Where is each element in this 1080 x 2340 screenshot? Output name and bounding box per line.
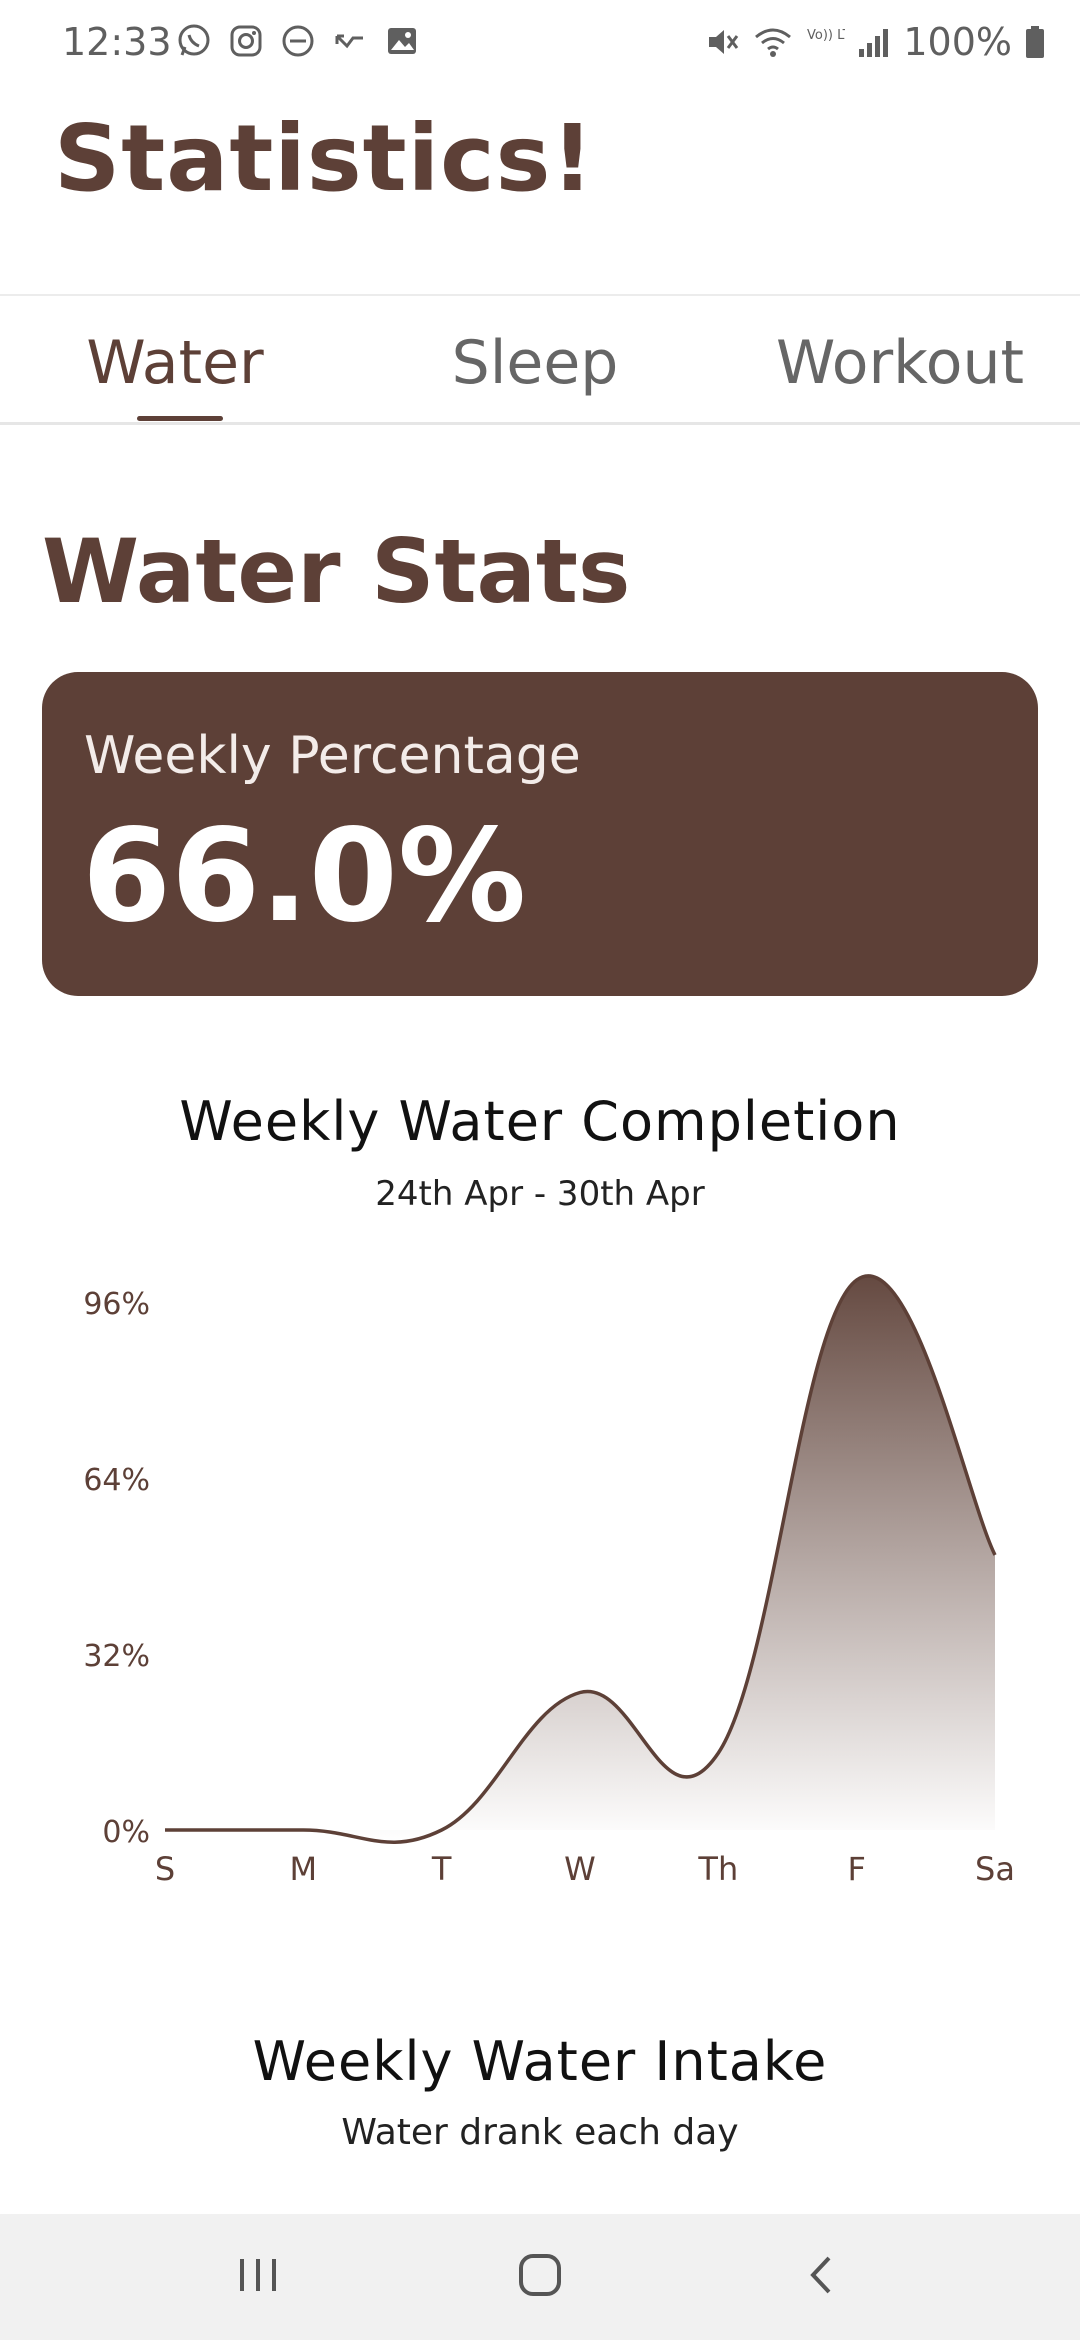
chart-title: Weekly Water Completion: [179, 1090, 901, 1153]
volte-lte-icon: Vo)) LTE1: [805, 23, 845, 61]
x-tick-label: W: [564, 1850, 596, 1888]
instagram-icon: [227, 22, 265, 60]
data-point-t: [438, 1826, 446, 1834]
water-completion-chart: 0% 32% 64% 96% S M T W Th F Sa: [83, 1274, 1015, 1888]
wifi-icon: [753, 23, 793, 61]
notification-icons: [175, 22, 421, 60]
data-point-m: [299, 1826, 307, 1834]
recent-apps-button[interactable]: [218, 2244, 298, 2310]
status-time: 12:33: [62, 20, 172, 64]
tab-bar: Water Sleep Workout: [0, 298, 1080, 424]
tab-water[interactable]: Water: [86, 328, 264, 398]
svg-text:Vo)) LTE1: Vo)) LTE1: [807, 28, 845, 43]
page-title: Statistics!: [54, 105, 595, 212]
x-tick-label: M: [290, 1850, 318, 1888]
missed-call-icon: [331, 22, 369, 60]
do-not-disturb-icon: [279, 22, 317, 60]
back-icon: [805, 2252, 835, 2302]
x-tick-label: F: [847, 1850, 865, 1888]
mute-icon: [705, 23, 741, 61]
recent-apps-icon: [236, 2255, 280, 2299]
signal-icon: [857, 23, 891, 61]
x-tick-label: Sa: [975, 1850, 1015, 1888]
home-icon: [517, 2252, 563, 2302]
weekly-percentage-card: Weekly Percentage 66.0%: [42, 672, 1038, 996]
whatsapp-icon: [175, 22, 213, 60]
y-tick-label: 64%: [83, 1463, 150, 1498]
y-tick-label: 96%: [83, 1287, 150, 1322]
home-button[interactable]: [500, 2244, 580, 2310]
battery-icon: [1024, 23, 1046, 61]
data-point-f: [853, 1276, 861, 1284]
gallery-icon: [383, 22, 421, 60]
x-tick-label: Th: [697, 1850, 738, 1888]
intake-subtitle: Water drank each day: [341, 2112, 739, 2153]
status-bar: 12:33 Vo)) LTE1 100%: [0, 0, 1080, 84]
tabs-divider: [0, 422, 1080, 425]
data-point-s: [161, 1826, 169, 1834]
data-point-sa: [991, 1551, 999, 1559]
y-tick-label: 32%: [83, 1639, 150, 1674]
chart-subtitle: 24th Apr - 30th Apr: [375, 1174, 705, 1214]
series-line: [165, 1274, 997, 1844]
y-tick-label: 0%: [102, 1815, 150, 1850]
water-stats-title: Water Stats: [42, 520, 631, 623]
back-button[interactable]: [780, 2244, 860, 2310]
intake-title: Weekly Water Intake: [252, 2030, 828, 2093]
system-nav-bar: [0, 2214, 1080, 2340]
weekly-percentage-label: Weekly Percentage: [84, 726, 581, 786]
active-tab-indicator: [137, 416, 223, 421]
battery-percentage: 100%: [903, 20, 1012, 64]
status-indicators: Vo)) LTE1 100%: [705, 20, 1046, 64]
data-point-th: [714, 1749, 722, 1757]
weekly-percentage-value: 66.0%: [82, 802, 527, 951]
tab-sleep[interactable]: Sleep: [451, 328, 619, 398]
x-tick-label: S: [155, 1850, 175, 1888]
series-area: [165, 1275, 995, 1843]
header-divider: [0, 294, 1080, 296]
data-point-w: [576, 1689, 584, 1697]
x-tick-label: T: [431, 1850, 452, 1888]
tab-workout[interactable]: Workout: [775, 328, 1025, 398]
